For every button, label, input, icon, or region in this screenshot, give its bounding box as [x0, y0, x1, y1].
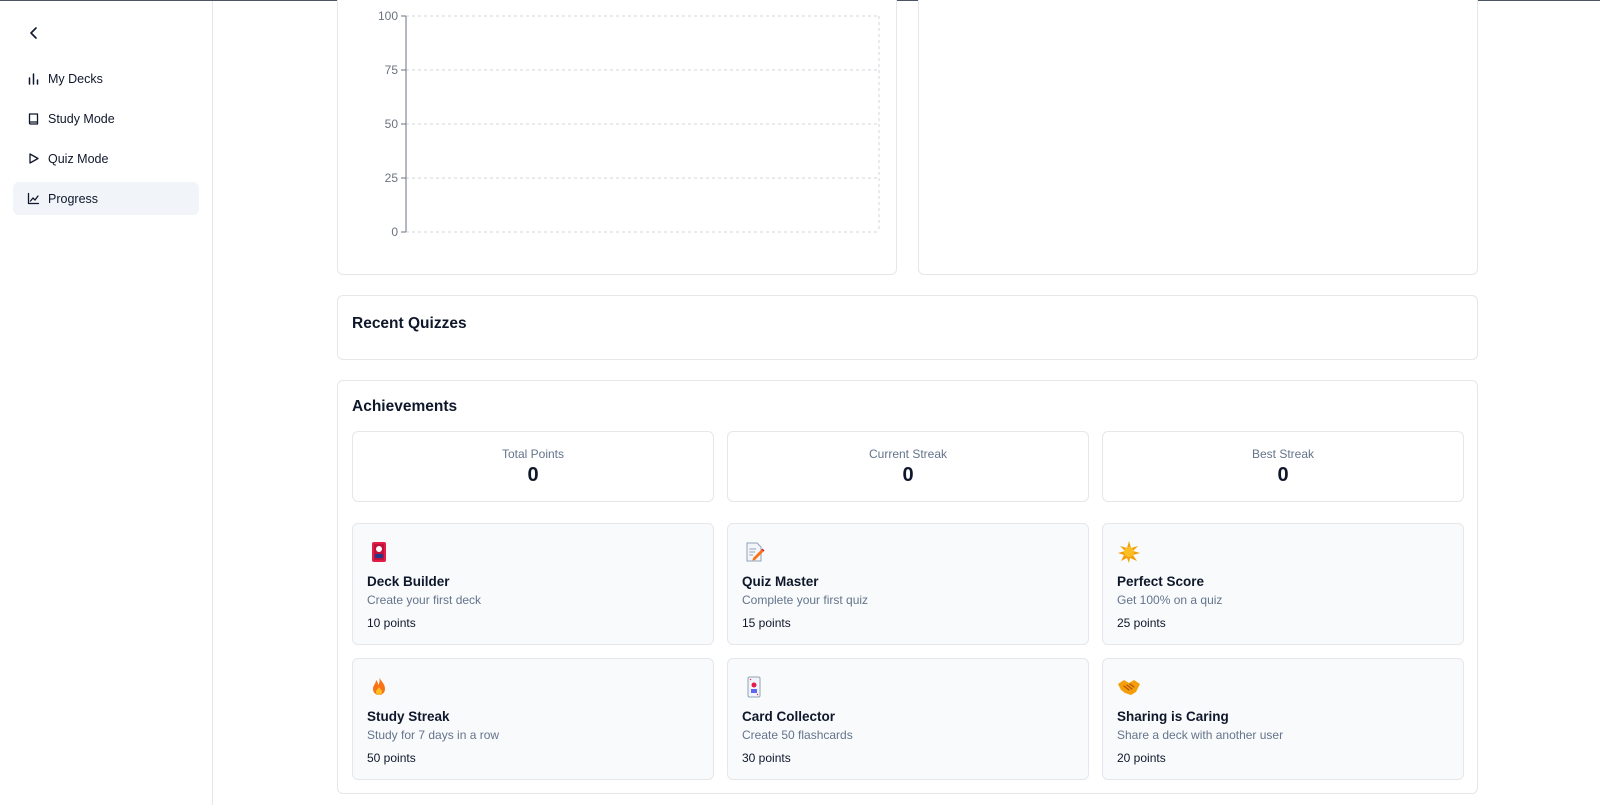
achievement-description: Create your first deck [367, 593, 482, 607]
stat-current-streak: Current Streak 0 [727, 431, 1089, 502]
sidebar: My Decks Study Mode Quiz Mode Progress [0, 1, 213, 805]
sidebar-item-label: Quiz Mode [48, 151, 109, 166]
collapse-sidebar-button[interactable] [22, 21, 46, 45]
sidebar-item-my-decks[interactable]: My Decks [13, 62, 199, 95]
achievement-perfect-score: Perfect Score Get 100% on a quiz 25 poin… [1102, 523, 1464, 645]
memo-icon [746, 542, 765, 562]
play-icon [29, 153, 39, 164]
chart-y-tick-label: 100 [378, 9, 398, 23]
star-icon [1118, 541, 1140, 563]
achievement-points: 25 points [1117, 616, 1166, 630]
stat-value: 0 [1277, 464, 1289, 486]
achievement-deck-builder: Deck Builder Create your first deck 10 p… [352, 523, 714, 645]
stat-value: 0 [902, 464, 914, 486]
achievement-study-streak: Study Streak Study for 7 days in a row 5… [352, 658, 714, 780]
achievement-card-collector: Card Collector Create 50 flashcards 30 p… [727, 658, 1089, 780]
achievement-points: 50 points [367, 751, 416, 765]
achievement-name: Sharing is Caring [1117, 709, 1229, 724]
achievements-card: Achievements Total Points 0 Current Stre… [337, 380, 1478, 794]
achievement-name: Study Streak [367, 709, 450, 724]
bar-chart-icon [28, 73, 39, 85]
chart-y-tick-label: 0 [391, 225, 398, 239]
achievement-points: 15 points [742, 616, 791, 630]
sidebar-item-progress[interactable]: Progress [13, 182, 199, 215]
card-icon [747, 676, 761, 698]
achievement-description: Create 50 flashcards [742, 728, 853, 742]
chart-card-secondary [918, 0, 1478, 275]
sidebar-nav: My Decks Study Mode Quiz Mode Progress [13, 62, 199, 222]
book-icon [28, 113, 39, 125]
achievement-description: Complete your first quiz [742, 593, 869, 607]
progress-chart: 100 75 50 25 0 [378, 9, 880, 239]
sidebar-item-quiz-mode[interactable]: Quiz Mode [13, 142, 199, 175]
stat-total-points: Total Points 0 [352, 431, 714, 502]
sidebar-item-study-mode[interactable]: Study Mode [13, 102, 199, 135]
achievement-name: Card Collector [742, 709, 836, 724]
achievement-points: 10 points [367, 616, 416, 630]
achievement-points: 30 points [742, 751, 791, 765]
stat-label: Total Points [501, 447, 565, 461]
chevron-left-icon [30, 27, 37, 39]
sidebar-item-label: Study Mode [48, 111, 115, 126]
line-chart-icon [27, 192, 40, 205]
recent-quizzes-title: Recent Quizzes [352, 315, 467, 332]
recent-quizzes-card: Recent Quizzes [337, 295, 1478, 360]
achievement-description: Share a deck with another user [1117, 728, 1284, 742]
chart-y-tick-label: 75 [385, 63, 399, 77]
chart-y-tick-label: 25 [385, 171, 399, 185]
achievement-name: Quiz Master [742, 574, 819, 589]
stat-value: 0 [527, 464, 539, 486]
achievements-title: Achievements [352, 398, 458, 415]
achievement-quiz-master: Quiz Master Complete your first quiz 15 … [727, 523, 1089, 645]
achievement-name: Perfect Score [1117, 574, 1205, 589]
achievement-name: Deck Builder [367, 574, 450, 589]
deck-icon [372, 542, 386, 562]
achievement-sharing-is-caring: Sharing is Caring Share a deck with anot… [1102, 658, 1464, 780]
chart-y-tick-label: 50 [385, 117, 399, 131]
stat-best-streak: Best Streak 0 [1102, 431, 1464, 502]
stat-label: Current Streak [868, 447, 948, 461]
fire-icon [373, 676, 385, 695]
sidebar-item-label: Progress [48, 191, 99, 206]
achievement-description: Study for 7 days in a row [367, 728, 500, 742]
achievement-description: Get 100% on a quiz [1117, 593, 1223, 607]
achievement-points: 20 points [1117, 751, 1166, 765]
progress-chart-card: 100 75 50 25 0 [337, 0, 897, 275]
sidebar-item-label: My Decks [48, 71, 103, 86]
stat-label: Best Streak [1251, 447, 1315, 461]
handshake-icon [1118, 680, 1140, 695]
